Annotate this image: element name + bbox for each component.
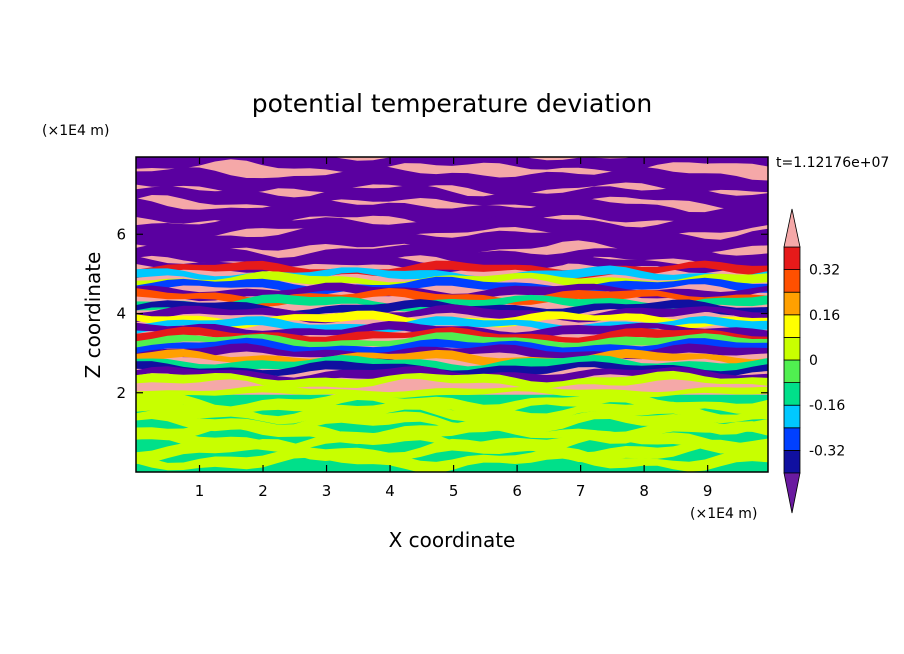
- contour-band: [136, 385, 768, 398]
- colorbar-segment: [783, 246, 801, 271]
- y-tick-label: 4: [116, 305, 126, 323]
- colorbar-segment: [783, 449, 801, 474]
- plot-frame: [135, 156, 769, 473]
- colorbar-under-triangle: [783, 472, 801, 514]
- contour-band: [136, 282, 768, 302]
- x-tick-label: 4: [385, 482, 395, 500]
- x-axis-ticks: 1 2 3 4 5 6 7 8 9: [195, 157, 713, 500]
- x-tick-label: 6: [512, 482, 522, 500]
- heatmap-plot-area: [136, 157, 768, 472]
- time-label: t=1.12176e+07: [776, 155, 889, 171]
- contour-band: [136, 370, 768, 389]
- contour-band: [136, 410, 768, 435]
- x-tick-label: 8: [639, 482, 649, 500]
- x-axis-label: X coordinate: [389, 528, 516, 552]
- colorbar-segment: [783, 427, 801, 451]
- colorbar-segment: [783, 314, 801, 338]
- contour-band: [136, 197, 768, 228]
- colorbar-segment: [783, 359, 801, 384]
- contour-band: [136, 360, 768, 379]
- contour-band: [136, 355, 768, 374]
- x-tick-label: 9: [703, 482, 713, 500]
- colorbar-tick-label: 0.16: [809, 308, 840, 324]
- colorbar-tick-label: -0.16: [809, 398, 845, 414]
- colorbar-tick-label: 0: [809, 353, 818, 369]
- colorbar-tick-label: 0.32: [809, 263, 840, 279]
- x-tick-label: 1: [195, 482, 205, 500]
- chart-title: potential temperature deviation: [252, 89, 652, 118]
- x-tick-label: 7: [576, 482, 586, 500]
- y-tick-label: 6: [116, 225, 126, 243]
- contour-band: [136, 213, 768, 239]
- colorbar: 0.32 0.16 0 -0.16 -0.32: [783, 208, 845, 514]
- y-tick-label: 2: [116, 384, 126, 402]
- contour-band: [136, 225, 768, 255]
- colorbar-tick-label: -0.32: [809, 443, 845, 459]
- contour-band: [136, 365, 768, 384]
- colorbar-segment: [783, 382, 801, 406]
- colorbar-segment: [783, 336, 801, 361]
- x-tick-label: 2: [258, 482, 268, 500]
- z-unit-label: (×1E4 m): [42, 123, 109, 139]
- y-axis-label: Z coordinate: [81, 252, 105, 379]
- colorbar-over-triangle: [783, 208, 801, 248]
- contour-band: [136, 157, 768, 174]
- colorbar-segment: [783, 404, 801, 429]
- contour-band: [136, 294, 768, 312]
- contour-band: [136, 399, 768, 425]
- colorbar-segment: [783, 269, 801, 293]
- x-tick-label: 5: [449, 482, 459, 500]
- colorbar-segment: [783, 291, 801, 316]
- y-axis-ticks: 2 4 6: [116, 225, 768, 402]
- contour-band: [136, 165, 768, 196]
- x-unit-label: (×1E4 m): [690, 506, 757, 522]
- x-tick-label: 3: [322, 482, 332, 500]
- contour-band: [136, 390, 768, 417]
